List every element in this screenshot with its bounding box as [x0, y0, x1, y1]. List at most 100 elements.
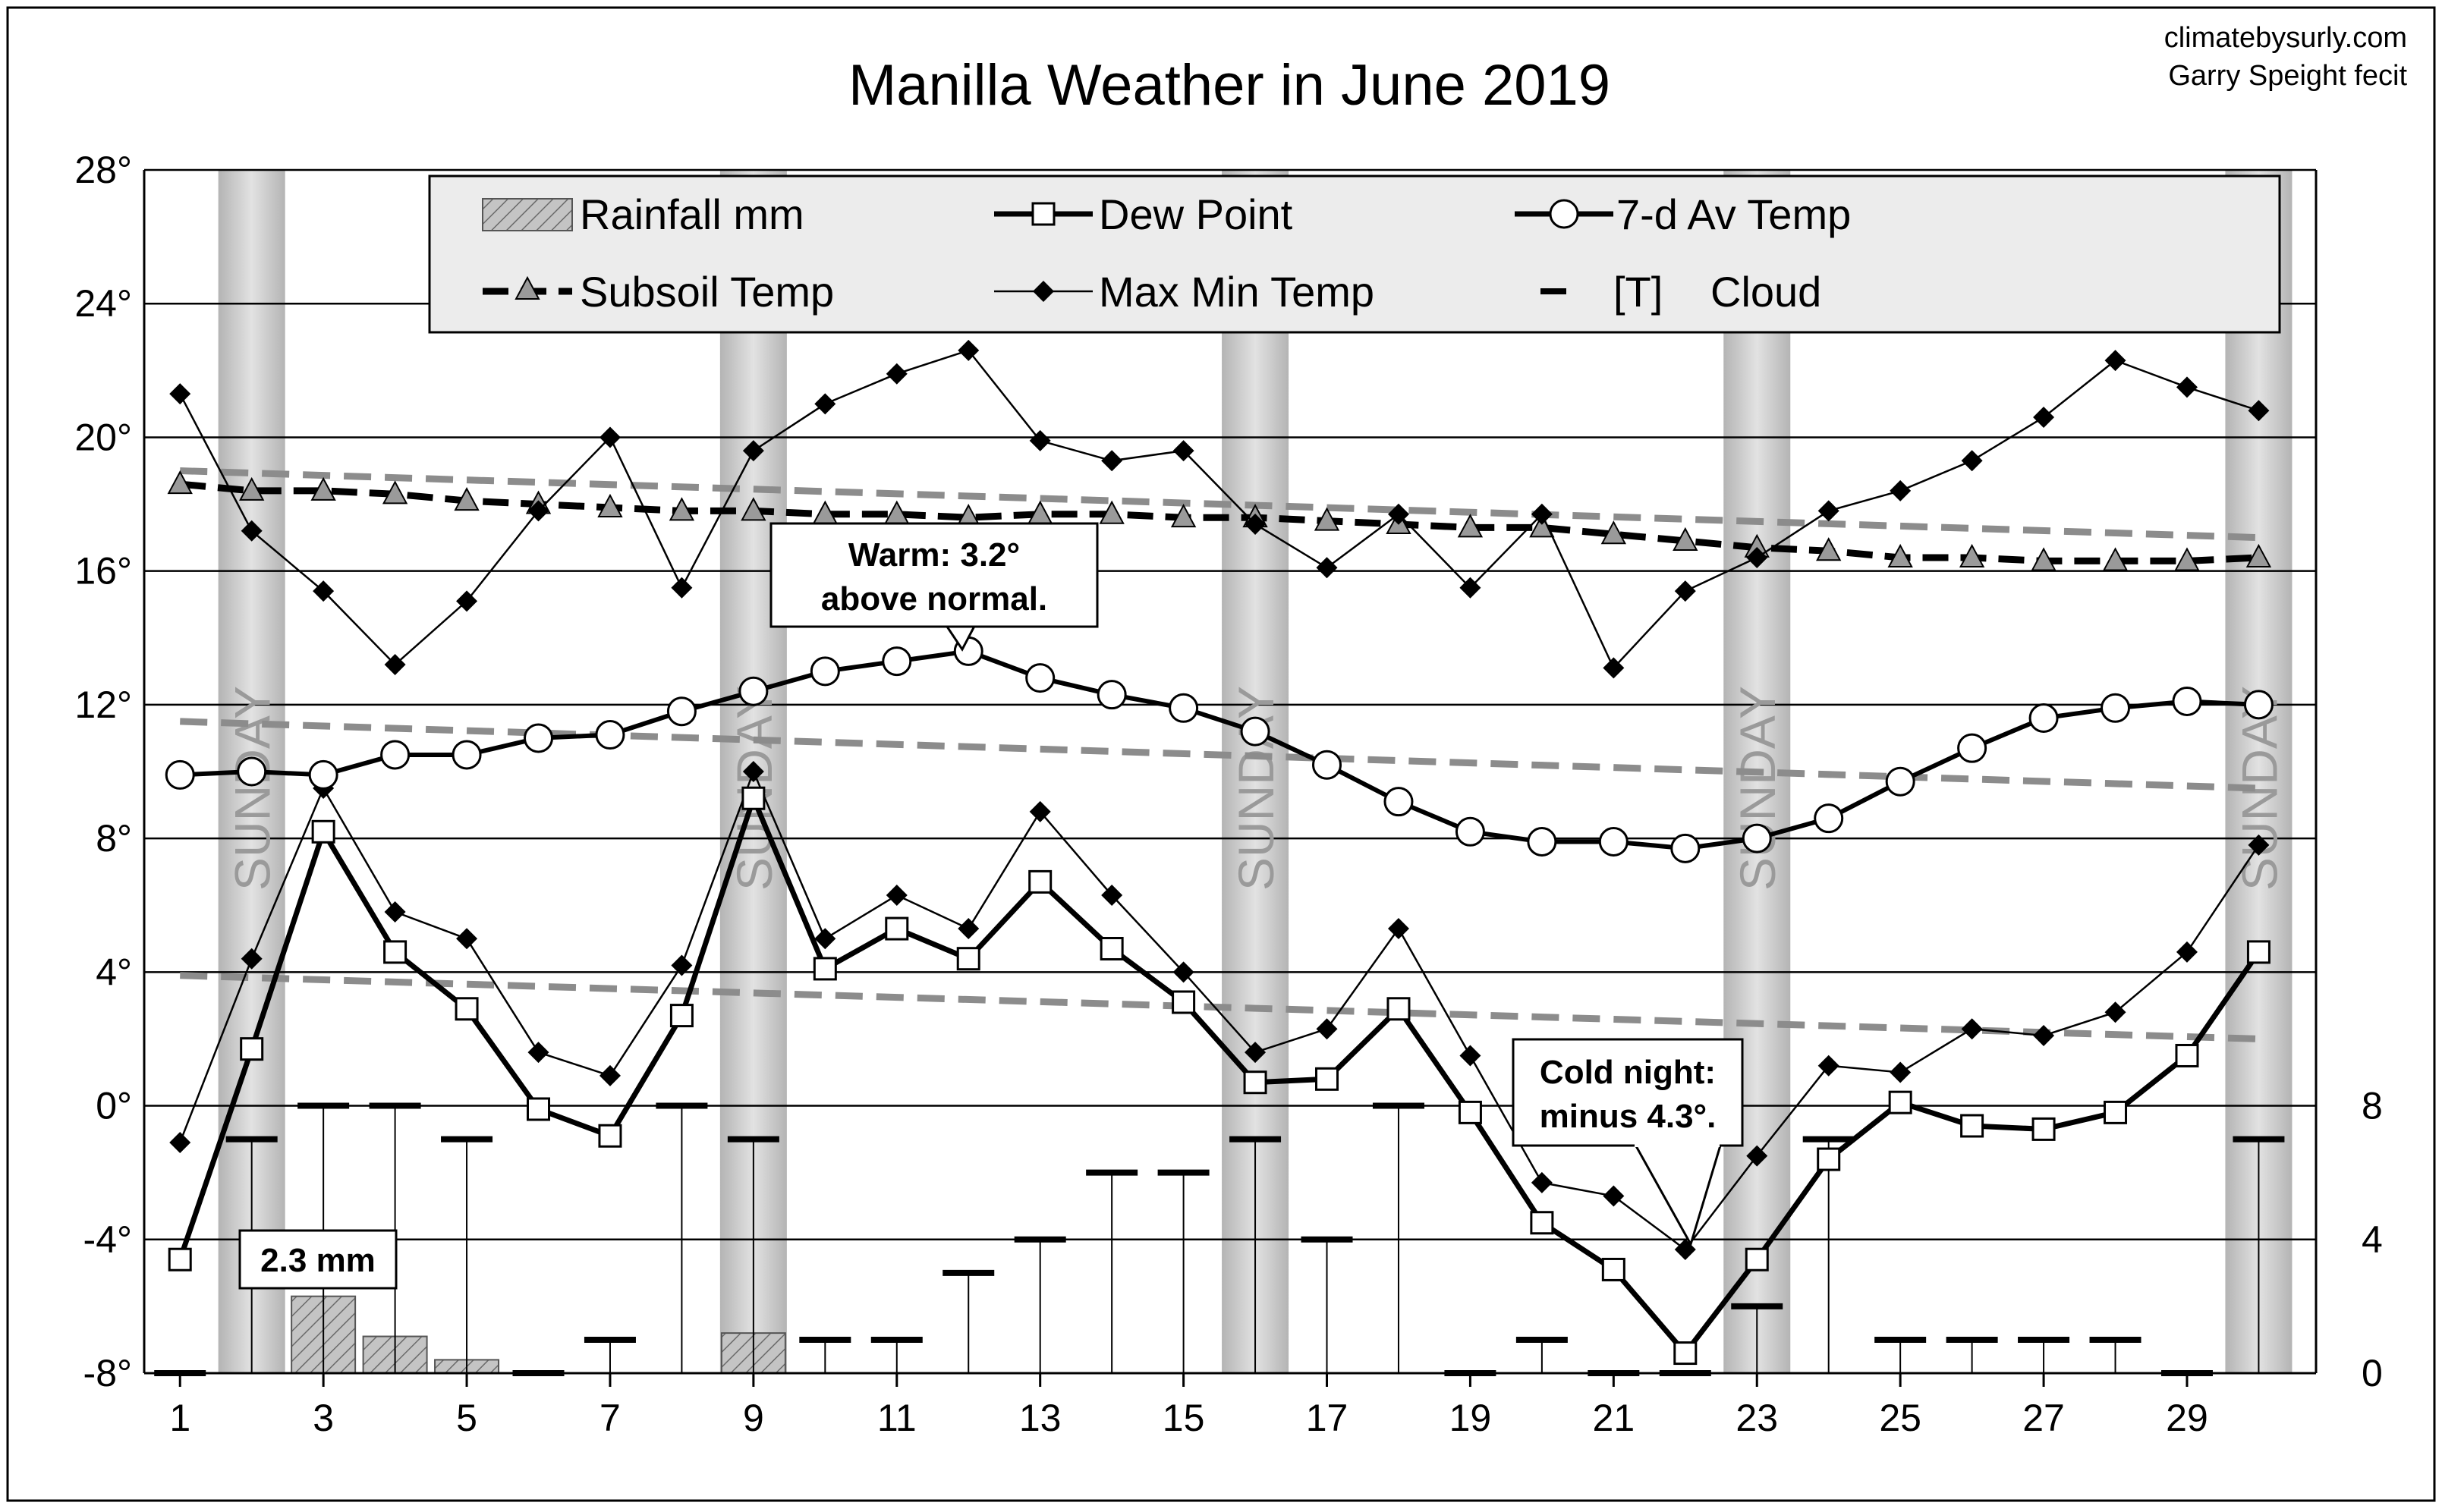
max-temp-point [814, 393, 836, 415]
callout-cold-box [1512, 1038, 1744, 1147]
max-temp-point [2033, 407, 2055, 429]
credit-site: climatebysurly.com [2164, 22, 2407, 54]
min-temp-line [179, 769, 2260, 1251]
subsoil-point [597, 493, 623, 517]
dew-point-point [1817, 1147, 1841, 1171]
dew-point-point [2031, 1117, 2056, 1141]
subsoil-point [1457, 514, 1484, 538]
avg-temp-point [1455, 816, 1485, 847]
max-temp-point [169, 383, 191, 405]
chart-title: Manilla Weather in June 2019 [848, 53, 1610, 118]
subsoil-point [2102, 547, 2129, 571]
max-temp-point [527, 500, 549, 522]
normal-subsoil-line [180, 467, 2259, 542]
min-temp-point [2033, 1025, 2055, 1047]
avg-temp-point [595, 720, 625, 750]
subsoil-point [239, 476, 265, 501]
legend-avgtemp-marker [1549, 199, 1579, 229]
dew-point-point [2175, 1043, 2199, 1067]
max-temp-point [1746, 547, 1768, 569]
callout-warm-line2: above normal. [821, 580, 1047, 618]
avg-temp-point [308, 759, 338, 790]
dew-point-point [2104, 1100, 2128, 1124]
callout-rain-box [238, 1229, 398, 1290]
avg-temp-point [1025, 663, 1056, 693]
avg-temp-point [2243, 690, 2274, 720]
min-temp-point [241, 948, 263, 970]
dew-point-point [383, 940, 408, 964]
y-left-tick-label: 4° [96, 951, 132, 993]
x-tick-label: 13 [1019, 1397, 1062, 1439]
callout-warm: Warm: 3.2° above normal. [769, 522, 1099, 652]
legend-maxmin-label: Max Min Temp [1099, 268, 1374, 316]
sunday-label: SUNDAY [1729, 686, 1786, 891]
dew-point-point [1315, 1067, 1339, 1091]
min-temp-point [599, 1064, 621, 1086]
dew-point-point [240, 1037, 264, 1061]
min-temp-point [384, 901, 406, 923]
dew-point-point [1530, 1211, 1554, 1235]
legend-avgtemp-label: 7-d Av Temp [1616, 190, 1851, 238]
y-left-tick-label: 24° [74, 282, 132, 325]
dew-point-point [1386, 997, 1411, 1021]
max-temp-point [1029, 429, 1051, 451]
dew-point-point [885, 916, 909, 941]
callout-cold-line2: minus 4.3°. [1540, 1098, 1717, 1135]
legend-cloud-bracket: [T] [1613, 268, 1663, 316]
avg-temp-point [666, 696, 697, 727]
min-temp-point [1746, 1145, 1768, 1167]
legend-box [428, 174, 2281, 334]
subsoil-point [1816, 537, 1842, 561]
avg-temp-point [1598, 827, 1629, 857]
callout-rain: 2.3 mm [238, 1229, 398, 1290]
callout-cold-line1: Cold night: [1540, 1054, 1716, 1091]
dew-point-point [527, 1097, 551, 1121]
y-left-tick-label: -4° [83, 1218, 132, 1261]
min-temp-point [814, 928, 836, 950]
min-temp-point [1603, 1185, 1625, 1207]
avg-temp-point [380, 740, 411, 770]
sunday-label: SUNDAY [1228, 686, 1284, 891]
subsoil-point [741, 497, 766, 521]
max-temp-point [313, 580, 335, 602]
avg-temp-point [882, 646, 912, 677]
y-left-tick-label: 0° [96, 1085, 132, 1127]
avg-temp-point [1240, 716, 1270, 747]
subsoil-point [1673, 527, 1698, 552]
min-temp-point [2104, 1001, 2126, 1023]
dew-point-point [813, 957, 837, 981]
max-temp-point [1101, 450, 1123, 472]
legend-dewpoint-label: Dew Point [1099, 190, 1293, 238]
subsoil-point [1314, 507, 1340, 531]
avg-temp-point [810, 656, 840, 687]
legend-dewpoint-marker [1031, 202, 1056, 226]
min-temp-point [1245, 1042, 1267, 1064]
subsoil-point [454, 487, 480, 511]
avg-temp-point [1383, 787, 1414, 817]
dew-point-point [741, 786, 766, 810]
sunday-label: SUNDAY [225, 686, 281, 891]
max-temp-point [886, 363, 908, 385]
max-temp-point [958, 339, 980, 361]
subsoil-point [310, 476, 336, 501]
credit-author: Garry Speight fecit [2168, 60, 2407, 92]
subsoil-point [1600, 520, 1627, 545]
min-temp-point [1459, 1045, 1481, 1067]
min-temp-point [2176, 941, 2198, 963]
subsoil-point [1170, 504, 1197, 528]
x-tick-label: 3 [313, 1397, 334, 1439]
subsoil-point [2031, 547, 2057, 571]
callout-warm-line1: Warm: 3.2° [848, 536, 1020, 574]
subsoil-point [1099, 500, 1125, 524]
max-temp-point [1674, 580, 1696, 602]
x-tick-label: 23 [1736, 1397, 1778, 1439]
max-temp-point [2176, 376, 2198, 398]
avg-temp-point [1814, 803, 1844, 834]
max-temp-point [1387, 503, 1409, 525]
avg-temp-point [1670, 833, 1701, 863]
subsoil-point [382, 480, 408, 505]
dew-point-point [1601, 1257, 1625, 1281]
max-temp-point [671, 577, 693, 599]
